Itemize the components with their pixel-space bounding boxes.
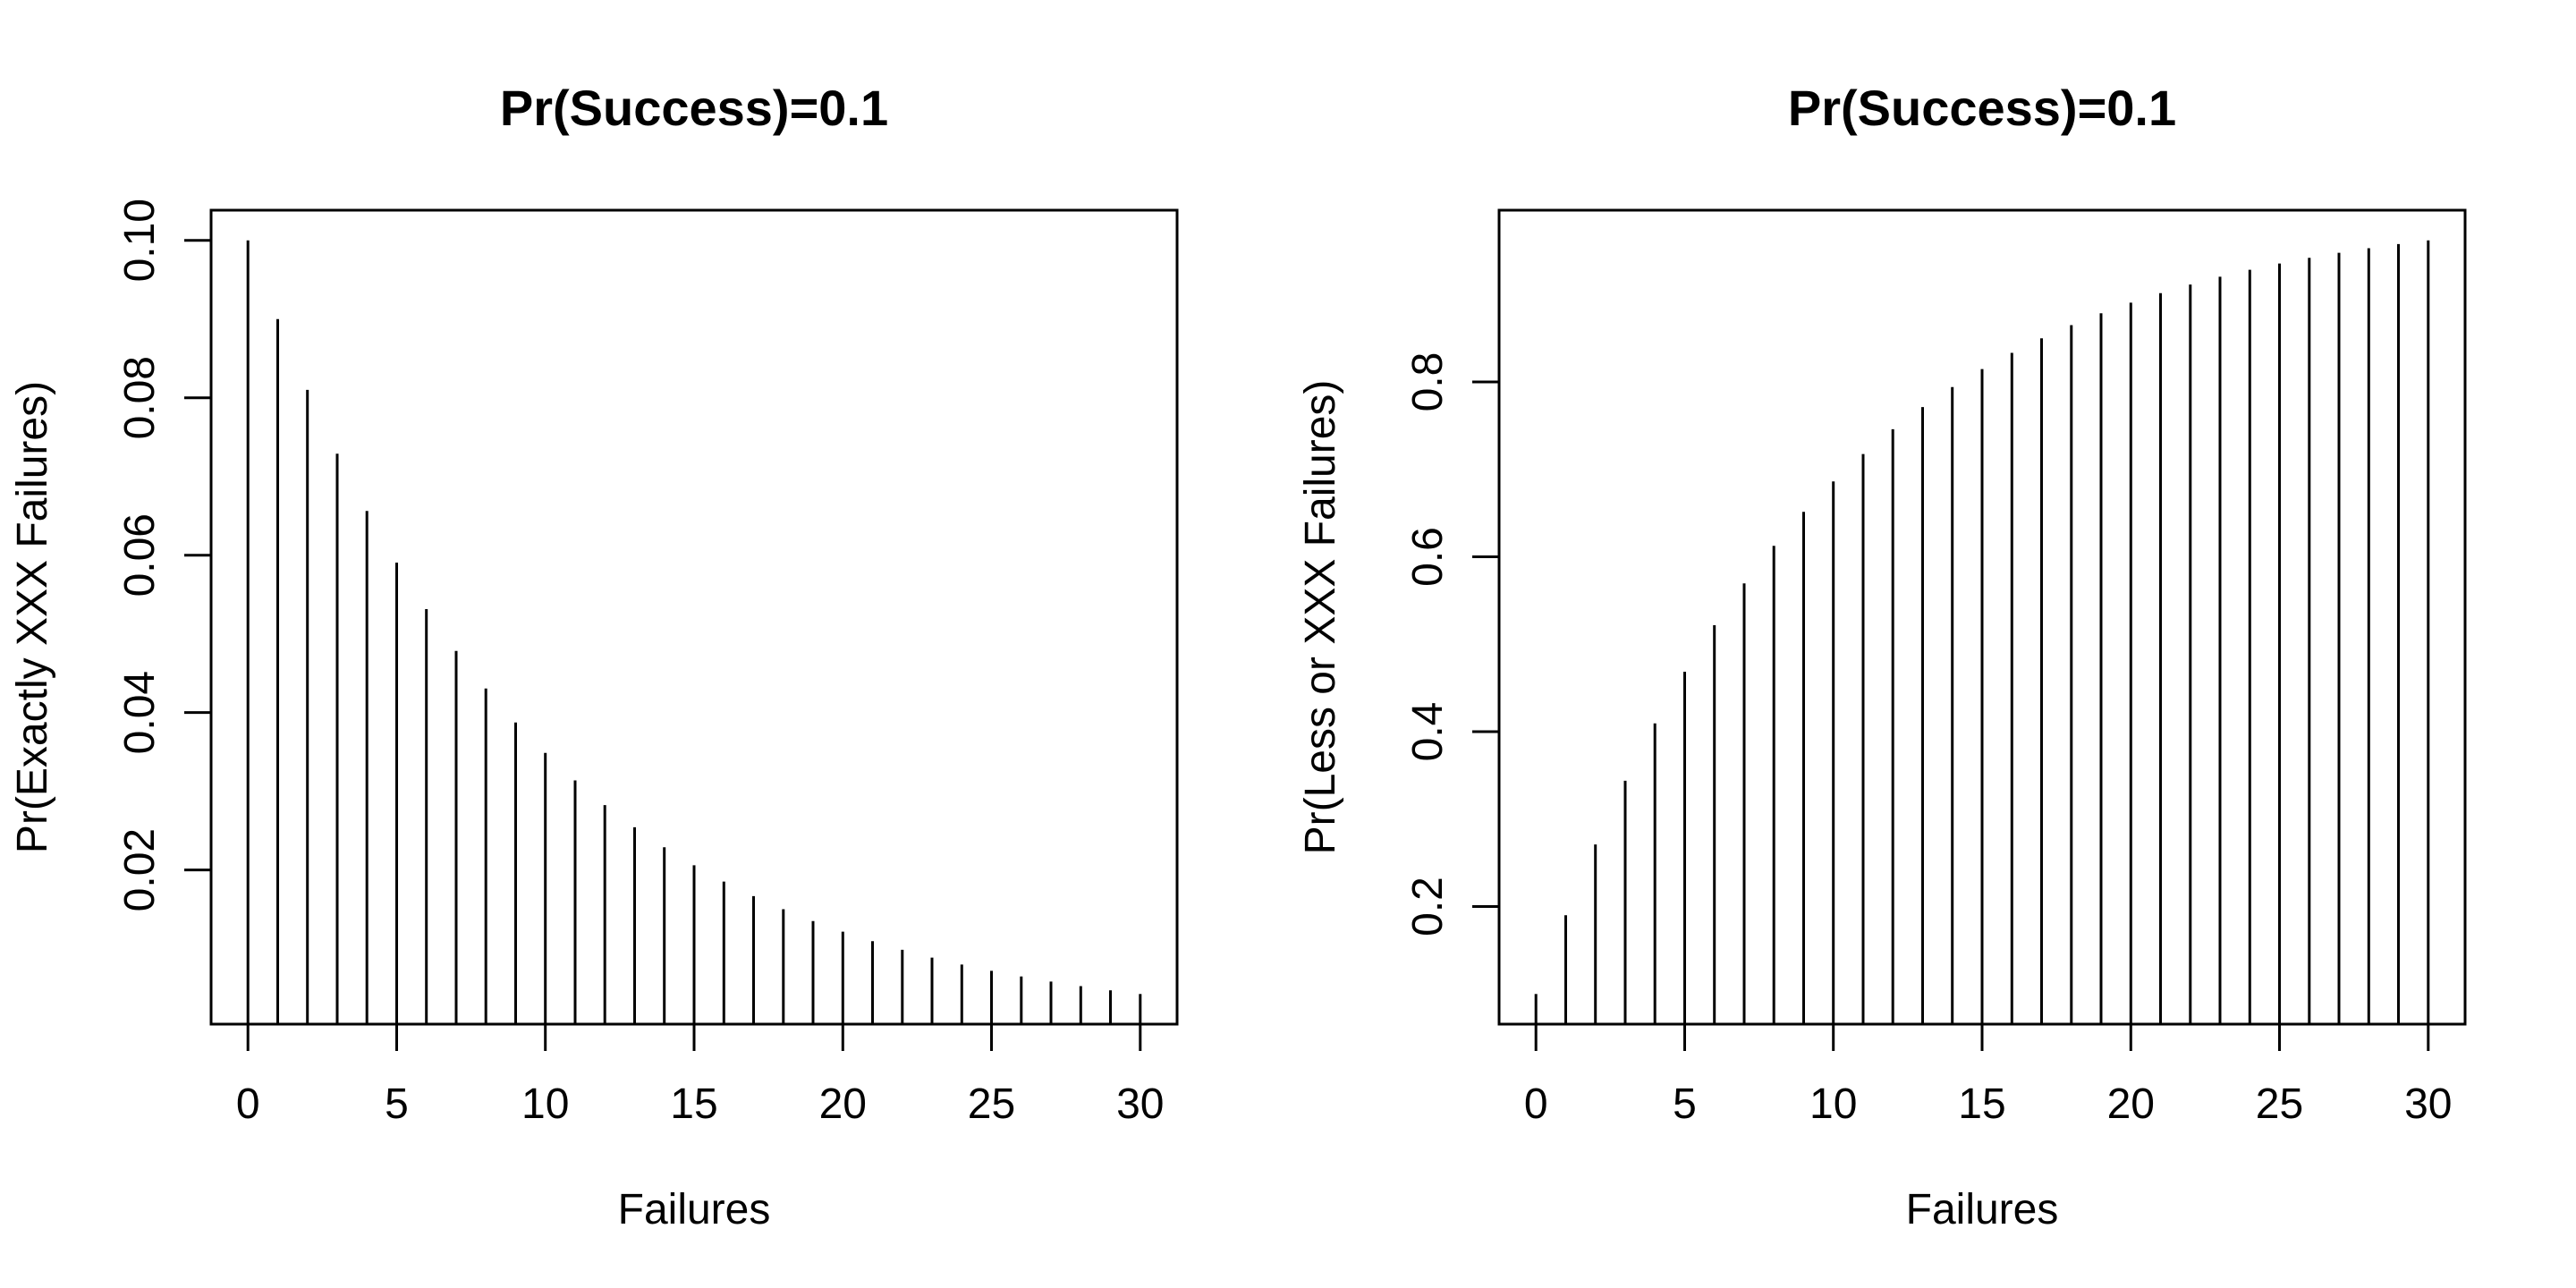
x-tick-label: 10	[1809, 1080, 1857, 1128]
pmf-panel: 0 5 10 15 20 25 30 0.02 0.04 0.06 0.08 0.10 Pr(Succ…	[9, 80, 1179, 1233]
x-tick-label: 25	[2256, 1080, 2303, 1128]
cdf-x-axis-label: Failures	[1906, 1186, 2059, 1233]
x-tick-label: 0	[236, 1080, 260, 1128]
cdf-title: Pr(Success)=0.1	[1788, 80, 2176, 136]
y-tick-label: 0.2	[1404, 877, 1452, 936]
x-tick-label: 15	[670, 1080, 717, 1128]
y-tick-label: 0.08	[116, 356, 164, 439]
x-tick-label: 5	[385, 1080, 409, 1128]
pmf-y-axis-label: Pr(Exactly XXX Failures)	[9, 381, 56, 853]
x-tick-label: 15	[1958, 1080, 2005, 1128]
y-tick-label: 0.04	[116, 671, 164, 754]
y-tick-label: 0.4	[1404, 702, 1452, 762]
y-tick-label: 0.6	[1404, 527, 1452, 587]
cdf-chart: 0 5 10 15 20 25 30 0.2 0.4 0.6 0.8 Pr(Success)=0.1…	[1297, 80, 2467, 1233]
y-tick-label: 0.8	[1404, 352, 1452, 412]
y-tick-label: 0.02	[116, 828, 164, 911]
y-tick-label: 0.10	[116, 199, 164, 282]
pmf-chart: 0 5 10 15 20 25 30 0.02 0.04 0.06 0.08 0.10 Pr(Succ…	[9, 80, 1179, 1233]
cdf-plot-area: 0 5 10 15 20 25 30 0.2 0.4 0.6 0.8	[1404, 208, 2467, 1128]
x-tick-label: 10	[521, 1080, 569, 1128]
pmf-x-axis-label: Failures	[618, 1186, 771, 1233]
pmf-title: Pr(Success)=0.1	[500, 80, 888, 136]
y-tick-label: 0.06	[116, 513, 164, 597]
x-tick-label: 25	[968, 1080, 1015, 1128]
x-tick-label: 20	[819, 1080, 867, 1128]
x-tick-label: 30	[1116, 1080, 1164, 1128]
cdf-panel: 0 5 10 15 20 25 30 0.2 0.4 0.6 0.8 Pr(Success)=0.1…	[1288, 0, 2576, 1288]
x-tick-label: 20	[2107, 1080, 2155, 1128]
x-tick-label: 30	[2404, 1080, 2452, 1128]
x-tick-label: 0	[1524, 1080, 1548, 1128]
x-tick-label: 5	[1673, 1080, 1697, 1128]
pmf-plot-area: 0 5 10 15 20 25 30 0.02 0.04 0.06 0.08 0.10	[116, 199, 1179, 1128]
cdf-y-axis-label: Pr(Less or XXX Failures)	[1297, 380, 1344, 855]
